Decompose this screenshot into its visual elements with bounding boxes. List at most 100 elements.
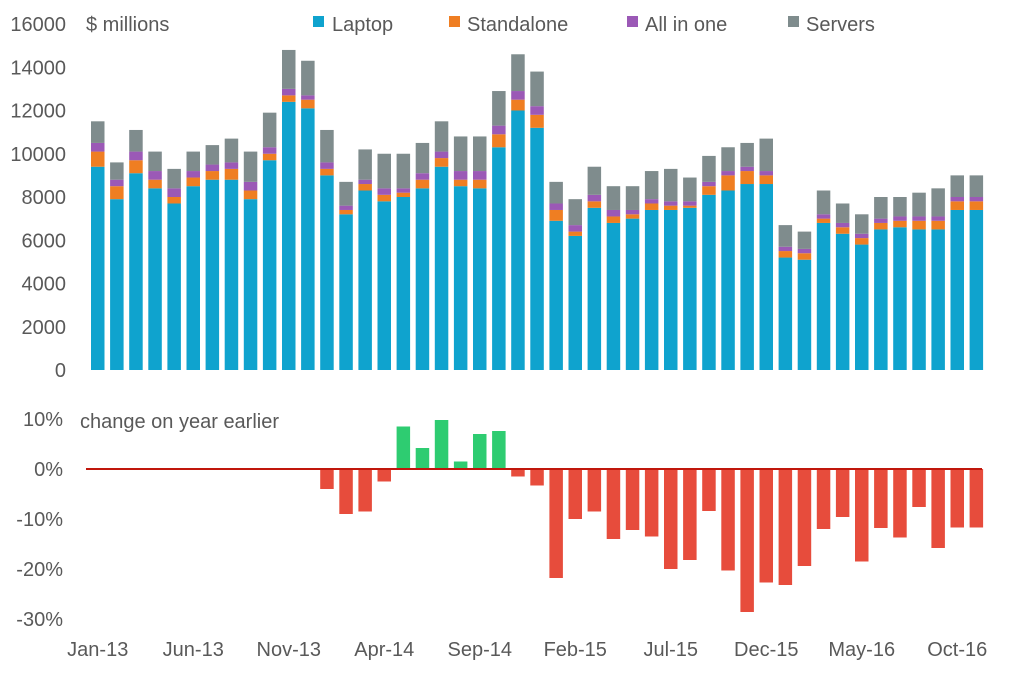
legend-label-servers: Servers xyxy=(806,14,875,36)
bar-servers-jan-15 xyxy=(549,181,563,204)
bar-laptop-may-15 xyxy=(625,218,640,370)
y-tick-label-top: 6000 xyxy=(22,230,67,252)
bar-all-in-one-jan-15 xyxy=(549,203,563,210)
bar-all-in-one-jul-16 xyxy=(893,216,907,221)
x-tick-label: Jan-13 xyxy=(67,639,128,661)
bar-standalone-jan-14 xyxy=(320,168,334,176)
change-bar-oct-16 xyxy=(950,469,964,528)
bar-standalone-sep-14 xyxy=(473,179,487,189)
y-tick-label-bottom: -30% xyxy=(16,609,63,631)
bar-laptop-jul-13 xyxy=(205,179,220,370)
y-tick-label-top: 8000 xyxy=(22,187,67,209)
bar-all-in-one-sep-15 xyxy=(702,181,716,187)
bar-laptop-sep-14 xyxy=(473,188,487,370)
change-bar-oct-14 xyxy=(492,431,506,469)
bar-all-in-one-mar-13 xyxy=(129,151,143,161)
bar-laptop-sep-13 xyxy=(243,199,258,370)
bar-servers-oct-13 xyxy=(262,112,277,148)
bar-servers-nov-14 xyxy=(511,54,525,92)
bar-standalone-mar-14 xyxy=(358,184,372,191)
bar-servers-mar-14 xyxy=(358,149,372,180)
bar-all-in-one-jun-16 xyxy=(874,218,888,223)
change-bar-sep-14 xyxy=(473,434,487,469)
bar-all-in-one-jun-14 xyxy=(415,173,430,180)
legend-swatch-servers xyxy=(788,16,799,27)
bar-all-in-one-apr-13 xyxy=(148,171,162,180)
bar-all-in-one-jul-15 xyxy=(664,201,678,206)
bar-standalone-apr-13 xyxy=(148,179,162,189)
bar-laptop-feb-15 xyxy=(568,235,582,370)
bar-laptop-jul-15 xyxy=(664,209,678,370)
bar-standalone-oct-15 xyxy=(721,175,735,191)
bar-servers-apr-16 xyxy=(835,203,850,223)
y-tick-label-top: 4000 xyxy=(22,274,67,296)
bar-all-in-one-dec-13 xyxy=(301,95,315,100)
bar-all-in-one-apr-15 xyxy=(606,209,621,217)
bar-standalone-mar-13 xyxy=(129,160,143,174)
bar-standalone-mar-15 xyxy=(587,201,602,208)
bar-all-in-one-mar-15 xyxy=(587,194,602,202)
bar-laptop-feb-14 xyxy=(339,214,353,370)
change-bar-feb-16 xyxy=(797,469,812,566)
bar-laptop-may-14 xyxy=(396,197,411,370)
bar-all-in-one-feb-16 xyxy=(797,248,812,254)
bar-standalone-may-16 xyxy=(855,238,869,245)
change-bar-dec-14 xyxy=(530,469,544,486)
change-bar-sep-16 xyxy=(931,469,945,548)
bar-servers-feb-15 xyxy=(568,199,582,226)
bar-all-in-one-nov-15 xyxy=(740,166,754,172)
change-bar-feb-15 xyxy=(568,469,582,519)
bar-all-in-one-dec-14 xyxy=(530,106,544,115)
change-bar-jul-15 xyxy=(664,469,678,569)
bottom-chart-title: change on year earlier xyxy=(80,411,279,433)
change-bar-jan-15 xyxy=(549,469,563,578)
bar-standalone-feb-16 xyxy=(797,253,812,260)
bar-laptop-jan-14 xyxy=(320,175,334,370)
bar-servers-apr-13 xyxy=(148,151,162,172)
bar-all-in-one-jan-13 xyxy=(91,142,105,152)
bar-all-in-one-aug-15 xyxy=(683,201,697,206)
bar-all-in-one-feb-13 xyxy=(110,179,124,187)
bar-servers-feb-13 xyxy=(110,162,124,180)
bar-standalone-nov-13 xyxy=(282,95,296,102)
bar-servers-mar-16 xyxy=(816,190,831,215)
bar-standalone-jul-14 xyxy=(434,158,449,167)
bar-laptop-nov-16 xyxy=(969,209,984,370)
bar-laptop-feb-16 xyxy=(797,259,812,370)
legend-swatch-laptop xyxy=(313,16,324,27)
bar-laptop-apr-13 xyxy=(148,188,162,370)
change-bar-jun-16 xyxy=(874,469,888,528)
bar-laptop-dec-15 xyxy=(759,184,773,370)
bar-all-in-one-jan-16 xyxy=(778,246,793,252)
bar-standalone-oct-14 xyxy=(492,134,506,148)
bar-standalone-jun-15 xyxy=(644,203,659,210)
bar-laptop-apr-16 xyxy=(835,233,850,370)
bar-laptop-jan-13 xyxy=(91,166,105,370)
bar-all-in-one-sep-13 xyxy=(243,181,258,191)
bar-servers-sep-16 xyxy=(931,188,945,217)
bar-all-in-one-jan-14 xyxy=(320,162,334,169)
bar-standalone-feb-13 xyxy=(110,186,124,200)
change-bar-nov-16 xyxy=(969,469,984,528)
bar-all-in-one-oct-14 xyxy=(492,125,506,135)
bar-servers-apr-14 xyxy=(377,153,391,189)
bar-laptop-jul-14 xyxy=(434,166,449,370)
bar-all-in-one-sep-14 xyxy=(473,171,487,180)
change-bar-mar-14 xyxy=(358,469,372,512)
bar-laptop-jan-15 xyxy=(549,220,563,370)
bar-servers-jun-13 xyxy=(186,151,200,172)
bar-all-in-one-may-13 xyxy=(167,188,181,197)
change-bar-jun-14 xyxy=(415,448,430,469)
bar-standalone-dec-14 xyxy=(530,114,544,128)
x-tick-label: Sep-14 xyxy=(448,639,513,661)
bar-all-in-one-may-16 xyxy=(855,233,869,239)
change-bar-jan-14 xyxy=(320,469,334,489)
bar-laptop-aug-14 xyxy=(453,186,468,370)
change-bar-jul-14 xyxy=(434,420,449,469)
bar-servers-nov-16 xyxy=(969,175,984,197)
change-bar-mar-15 xyxy=(587,469,602,512)
bar-servers-jul-15 xyxy=(664,168,678,202)
bar-laptop-may-16 xyxy=(855,244,869,370)
bar-laptop-nov-15 xyxy=(740,184,754,370)
y-tick-label-bottom: 0% xyxy=(34,459,63,481)
